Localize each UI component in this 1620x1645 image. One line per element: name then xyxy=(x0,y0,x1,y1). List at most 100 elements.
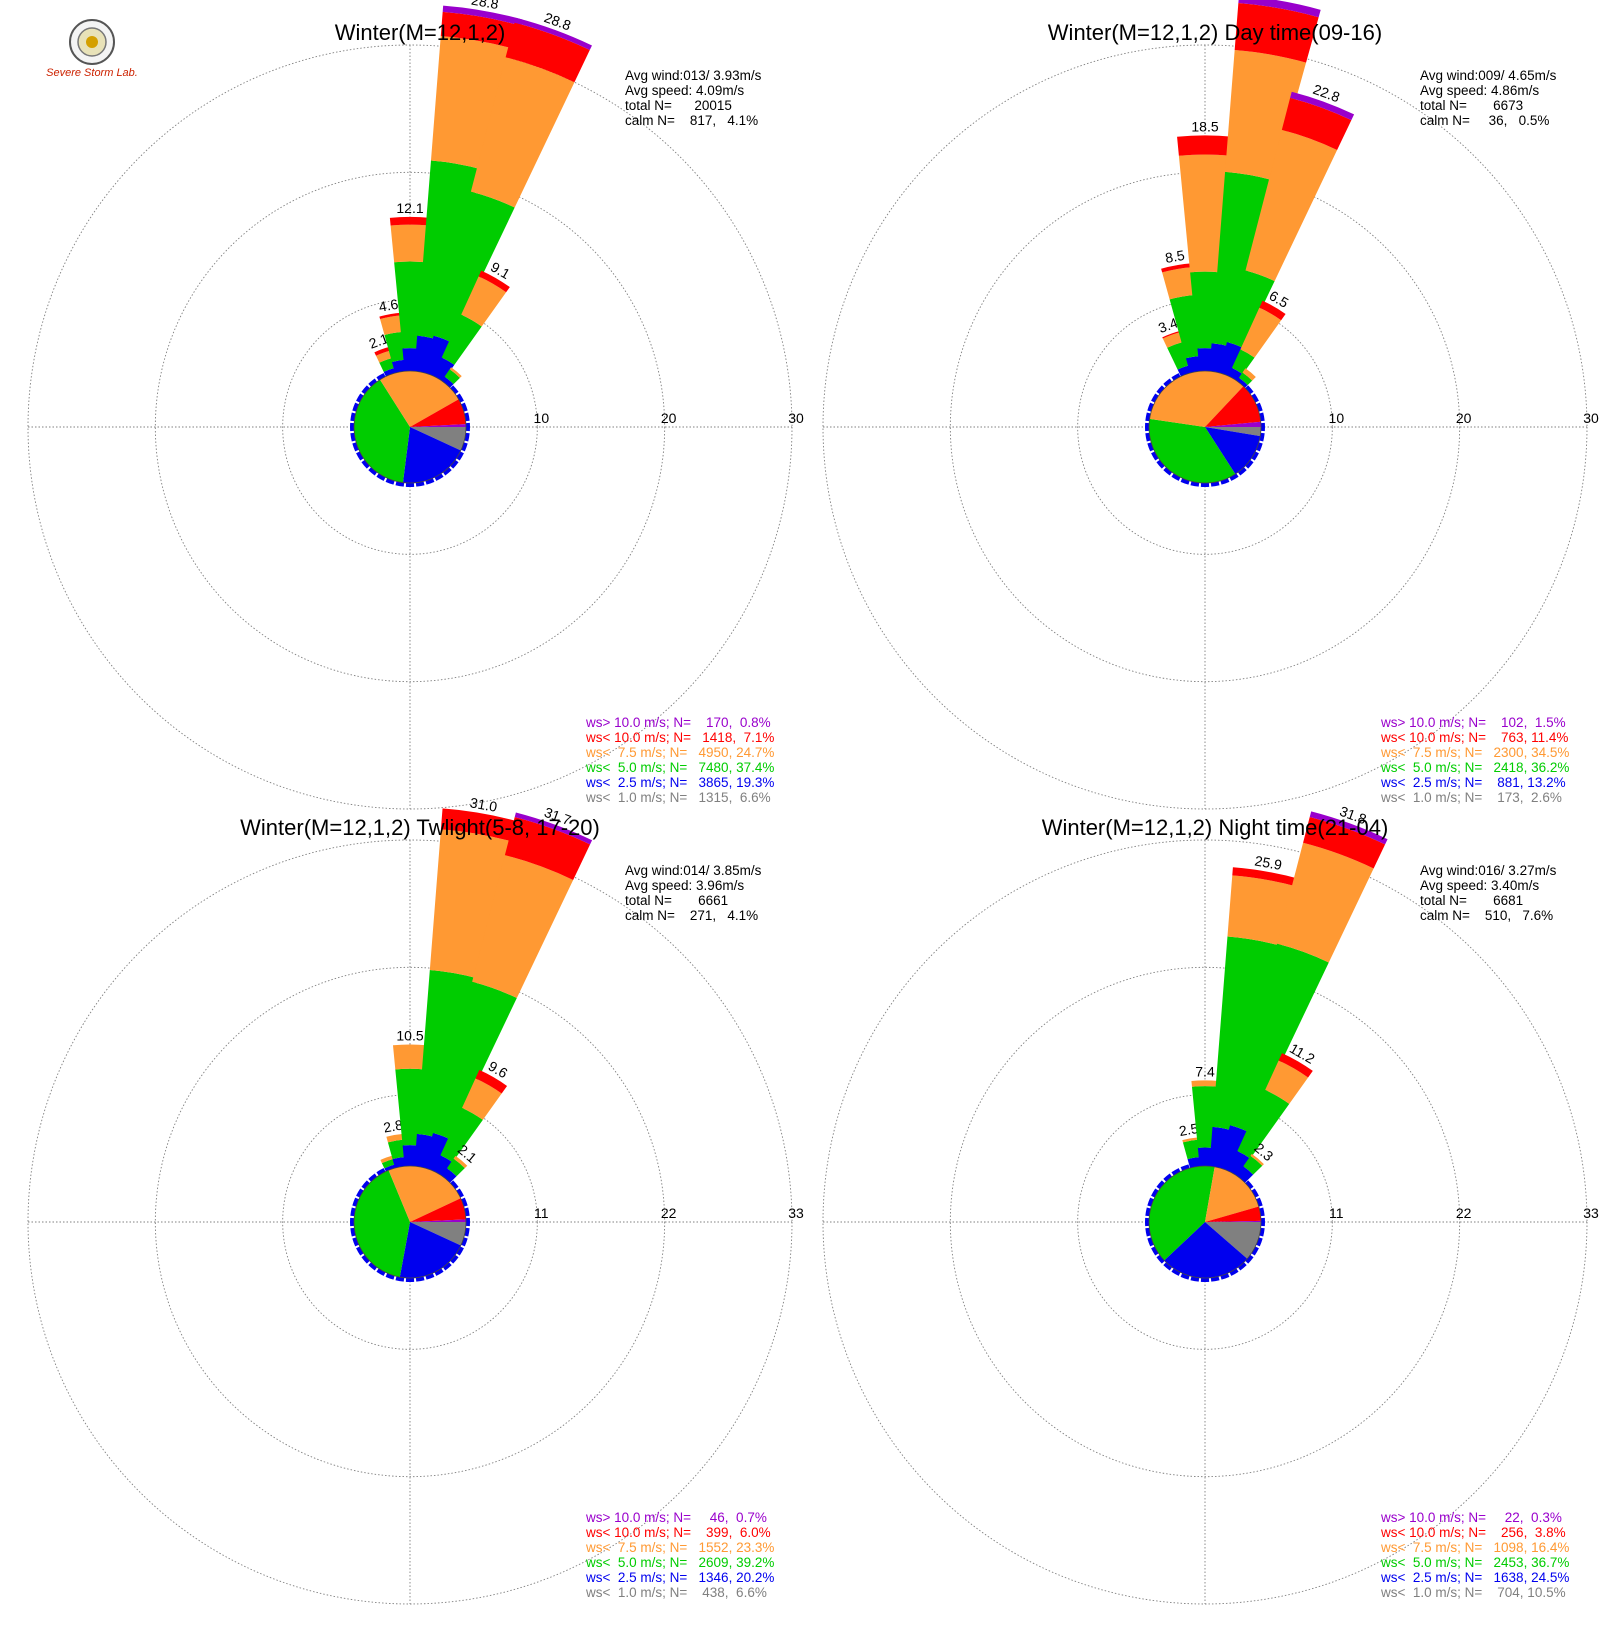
petal-segment xyxy=(429,829,516,979)
rim-tick xyxy=(1156,385,1165,395)
radial-tick-label: 20 xyxy=(1456,410,1472,426)
rim-tick xyxy=(456,393,464,403)
petal-segment xyxy=(1303,817,1386,869)
petal-segment xyxy=(504,817,591,880)
petal-segment xyxy=(1234,3,1319,63)
petal-segment xyxy=(376,350,393,363)
petal-segment xyxy=(390,224,430,263)
rim-tick xyxy=(1251,451,1259,461)
petal-segment xyxy=(1197,1147,1213,1167)
legend-entry: ws< 7.5 m/s; N= 1098, 16.4% xyxy=(1380,1540,1569,1555)
petal-segment xyxy=(392,1156,406,1169)
pie-outline xyxy=(353,370,467,484)
stats-line: Avg speed: 3.96m/s xyxy=(625,878,744,893)
logo-seal-star-icon xyxy=(86,36,98,48)
petal-segment xyxy=(1191,1080,1219,1087)
petal-segment xyxy=(470,57,575,208)
rim-tick xyxy=(1163,1262,1173,1271)
windrose-panel-4: 11 22 332.57.425.931.811.22.3Winter(M=12,1… xyxy=(822,803,1599,1605)
rim-tick xyxy=(442,467,452,476)
petal-label: 2.8 xyxy=(382,1116,404,1135)
radial-tick-label: 20 xyxy=(661,410,677,426)
petal-segment xyxy=(1225,50,1307,181)
legend-entry: ws< 10.0 m/s; N= 399, 6.0% xyxy=(585,1525,771,1540)
stats-line: Avg wind:014/ 3.85m/s xyxy=(625,863,762,878)
petal-segment xyxy=(1190,271,1220,349)
rim-tick xyxy=(1151,451,1159,461)
rim-tick xyxy=(1251,1188,1259,1198)
petal-segment xyxy=(461,276,507,327)
grid-circle xyxy=(154,966,666,1478)
petal-segment xyxy=(386,1133,404,1143)
petal-segment xyxy=(414,1133,434,1169)
rim-tick xyxy=(376,373,386,381)
rim-tick xyxy=(368,378,378,387)
petal-segment xyxy=(1169,295,1200,359)
rim-tick xyxy=(425,1273,435,1280)
pie-slice xyxy=(410,1219,466,1222)
petal-segment xyxy=(1259,300,1286,321)
legend-entry: ws< 10.0 m/s; N= 256, 3.8% xyxy=(1380,1525,1566,1540)
rim-tick xyxy=(1237,1262,1247,1271)
rim-tick xyxy=(356,1188,364,1198)
pie-slice xyxy=(410,427,466,451)
petal-segment xyxy=(1177,135,1233,156)
rim-tick xyxy=(1251,1246,1259,1256)
petal-segment xyxy=(1230,943,1329,1132)
pie-slice xyxy=(1205,1220,1261,1222)
stats-line: calm N= 271, 4.1% xyxy=(625,908,758,923)
petal-segment xyxy=(478,270,510,293)
rim-tick xyxy=(1180,478,1190,485)
petal-segment xyxy=(440,11,522,50)
rim-tick xyxy=(1156,1180,1165,1190)
petal-segment xyxy=(1226,270,1275,348)
stats-line: total N= 6673 xyxy=(1420,98,1523,113)
rim-tick xyxy=(361,459,370,469)
pie-slice xyxy=(1205,427,1261,437)
pie-slice xyxy=(388,1165,461,1222)
petal-label: 12.1 xyxy=(396,200,423,216)
rim-tick xyxy=(461,1237,468,1247)
petal-segment xyxy=(379,312,402,320)
rim-tick xyxy=(1200,482,1210,488)
rim-tick xyxy=(361,1254,370,1264)
rim-tick xyxy=(1260,422,1265,432)
radial-tick-label: 30 xyxy=(788,410,804,426)
petal-segment xyxy=(1187,1156,1201,1169)
petal-segment xyxy=(380,315,403,335)
petal-segment xyxy=(514,812,593,845)
rim-tick xyxy=(434,473,444,481)
petal-segment xyxy=(391,359,406,374)
radial-tick-label: 11 xyxy=(534,1205,549,1221)
rim-tick xyxy=(1151,1188,1159,1198)
rim-tick xyxy=(352,1197,359,1207)
petal-segment xyxy=(505,22,590,83)
radial-tick-label: 11 xyxy=(1329,1205,1344,1221)
petal-segment xyxy=(1238,0,1321,18)
petal-segment xyxy=(1240,307,1282,358)
rim-tick xyxy=(1256,1197,1263,1207)
petal-segment xyxy=(1309,811,1388,845)
petal-label: 18.5 xyxy=(1191,118,1218,134)
legend-entry: ws> 10.0 m/s; N= 46, 0.7% xyxy=(585,1510,767,1525)
petal-segment xyxy=(1182,1139,1200,1160)
rim-tick xyxy=(368,1262,378,1271)
legend-entry: ws< 1.0 m/s; N= 1315, 6.6% xyxy=(585,790,771,805)
petal-segment xyxy=(1265,1060,1309,1104)
rim-tick xyxy=(1147,402,1154,412)
rim-tick xyxy=(368,1173,378,1182)
petal-segment xyxy=(1211,171,1274,347)
petal-segment xyxy=(395,1068,425,1146)
petal-segment xyxy=(1219,1125,1249,1172)
legend-entry: ws> 10.0 m/s; N= 170, 0.8% xyxy=(585,715,771,730)
pie-slice xyxy=(1205,421,1261,427)
petal-segment xyxy=(387,1139,405,1160)
rim-tick xyxy=(1147,1237,1154,1247)
legend-entry: ws< 5.0 m/s; N= 2453, 36.7% xyxy=(1380,1555,1569,1570)
legend-entry: ws< 7.5 m/s; N= 2300, 34.5% xyxy=(1380,745,1569,760)
petal-segment xyxy=(374,346,391,356)
petal-segment xyxy=(1212,936,1282,1131)
rim-tick xyxy=(450,1180,459,1190)
rim-tick xyxy=(1251,393,1259,403)
